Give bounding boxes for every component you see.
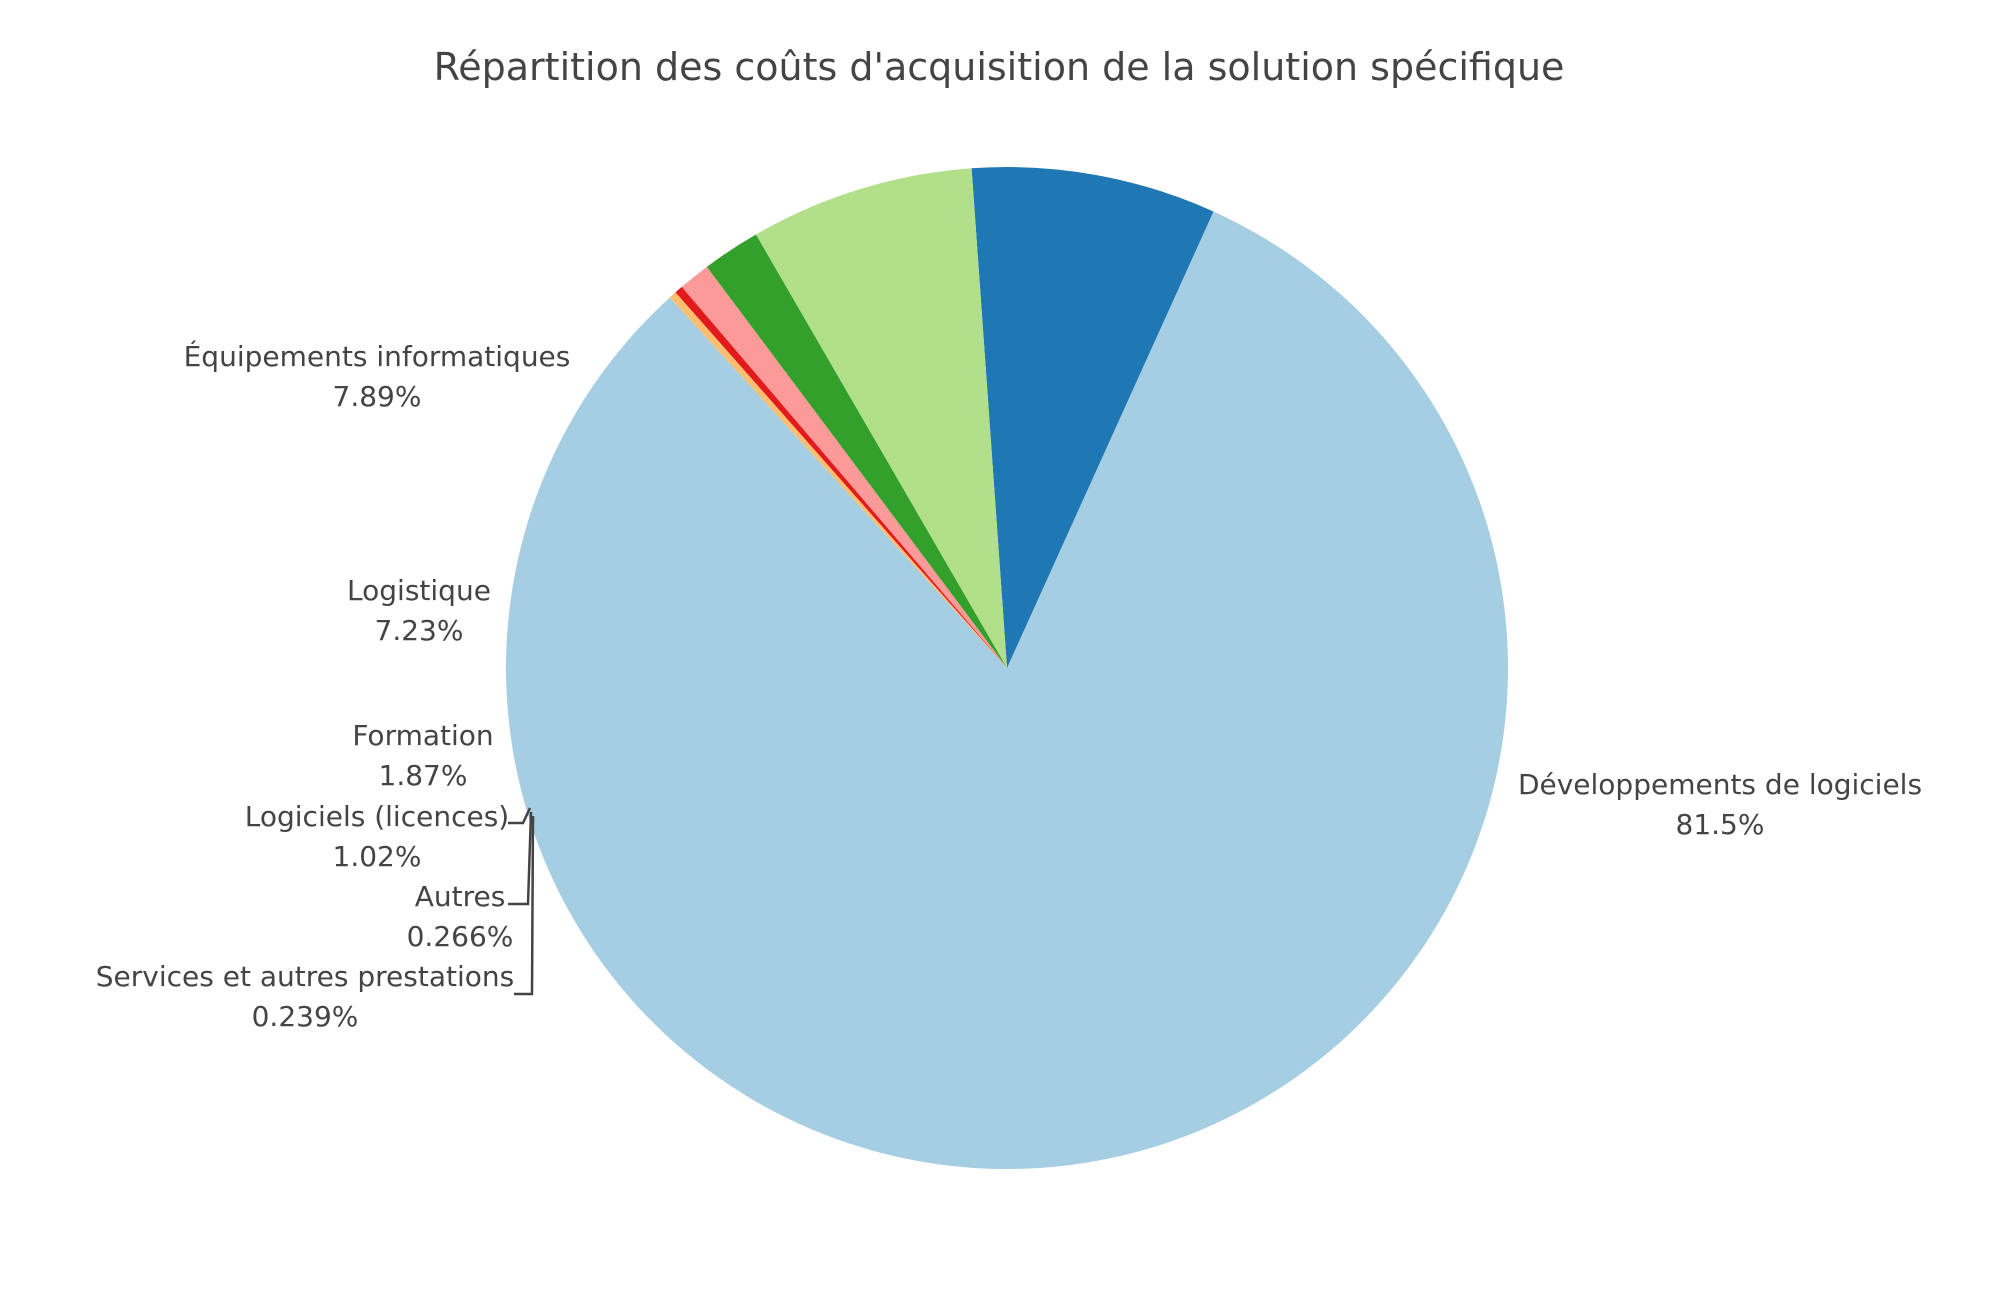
slice-percent-equipements-informatiques: 7.89% — [333, 380, 422, 413]
slice-percent-logistique: 7.23% — [375, 614, 464, 647]
slice-label-logistique: Logistique — [347, 574, 491, 607]
chart-title: Répartition des coûts d'acquisition de l… — [434, 45, 1565, 89]
leader-line-autres — [508, 811, 533, 906]
leader-line-services-et-autres-prestations — [514, 815, 535, 996]
slice-percent-formation: 1.87% — [379, 759, 468, 792]
slice-percent-autres: 0.266% — [407, 920, 514, 953]
slice-label-equipements-informatiques: Équipements informatiques — [184, 339, 571, 373]
slice-percent-services-et-autres-prestations: 0.239% — [252, 1000, 359, 1033]
pie-slice-equipements-informatiques — [971, 167, 1214, 668]
pie-slice-logistique — [755, 168, 1007, 668]
slice-label-developpements-de-logiciels: Développements de logiciels — [1518, 768, 1922, 801]
label-leader-lines — [508, 807, 535, 996]
slice-label-services-et-autres-prestations: Services et autres prestations — [96, 960, 514, 993]
slice-label-logiciels-licences: Logiciels (licences) — [245, 800, 509, 833]
slice-label-formation: Formation — [352, 719, 493, 752]
pie-slice-developpements-de-logiciels — [506, 211, 1508, 1170]
slice-percent-developpements-de-logiciels: 81.5% — [1676, 808, 1765, 841]
slice-percent-logiciels-licences: 1.02% — [333, 840, 422, 873]
pie-slice-services-et-autres-prestations — [669, 292, 1007, 668]
pie-slices — [506, 167, 1508, 1170]
pie-slice-autres — [675, 286, 1007, 668]
pie-slice-logiciels-licences — [681, 266, 1007, 668]
slice-labels: Développements de logiciels 81.5% Équipeme… — [96, 339, 1922, 1033]
pie-slice-formation — [706, 234, 1007, 668]
leader-line-logiciels-licences — [508, 807, 532, 825]
slice-label-autres: Autres — [415, 880, 506, 913]
